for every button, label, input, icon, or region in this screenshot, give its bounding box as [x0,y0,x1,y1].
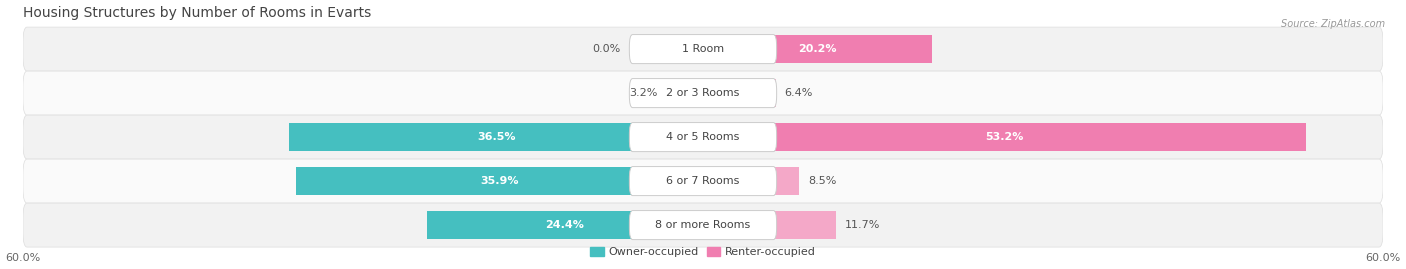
FancyBboxPatch shape [22,159,1384,203]
Text: 3.2%: 3.2% [630,88,658,98]
Bar [290,123,703,151]
FancyBboxPatch shape [22,203,1384,247]
Text: 8.5%: 8.5% [808,176,837,186]
Text: Source: ZipAtlas.com: Source: ZipAtlas.com [1281,19,1385,29]
Text: 6 or 7 Rooms: 6 or 7 Rooms [666,176,740,186]
Bar [703,167,799,195]
Text: 2 or 3 Rooms: 2 or 3 Rooms [666,88,740,98]
FancyBboxPatch shape [22,27,1384,71]
FancyBboxPatch shape [630,79,776,108]
Bar [703,123,1306,151]
Text: 1 Room: 1 Room [682,44,724,54]
FancyBboxPatch shape [630,211,776,240]
Text: 4 or 5 Rooms: 4 or 5 Rooms [666,132,740,142]
Bar [703,211,835,239]
Text: 11.7%: 11.7% [845,220,880,230]
Bar [666,79,703,107]
Text: 6.4%: 6.4% [785,88,813,98]
Text: 0.0%: 0.0% [592,44,620,54]
Text: 20.2%: 20.2% [799,44,837,54]
Text: 53.2%: 53.2% [986,132,1024,142]
FancyBboxPatch shape [630,123,776,152]
Bar [297,167,703,195]
FancyBboxPatch shape [630,167,776,196]
Text: 36.5%: 36.5% [477,132,516,142]
FancyBboxPatch shape [22,71,1384,115]
Bar [703,79,776,107]
Legend: Owner-occupied, Renter-occupied: Owner-occupied, Renter-occupied [586,242,820,262]
Text: Housing Structures by Number of Rooms in Evarts: Housing Structures by Number of Rooms in… [22,6,371,20]
Bar [426,211,703,239]
Bar [703,36,932,63]
FancyBboxPatch shape [22,115,1384,159]
Text: 24.4%: 24.4% [546,220,585,230]
Text: 35.9%: 35.9% [481,176,519,186]
Text: 8 or more Rooms: 8 or more Rooms [655,220,751,230]
FancyBboxPatch shape [630,35,776,63]
